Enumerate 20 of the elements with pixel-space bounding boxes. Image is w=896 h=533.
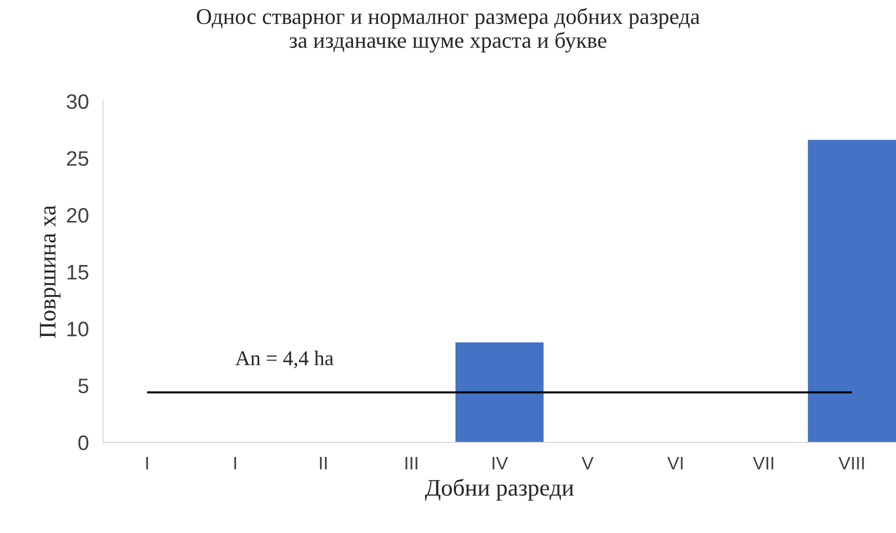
- x-tick-label: I: [234, 456, 236, 470]
- y-tick-label: 5: [78, 378, 88, 394]
- y-axis-title: Површина ха: [40, 205, 60, 338]
- x-tick-label: VII: [752, 456, 774, 470]
- y-tick-label: 10: [68, 322, 88, 336]
- y-tick-label: 0: [78, 435, 88, 450]
- x-tick-label: V: [582, 456, 594, 470]
- y-tick-label: 30: [66, 94, 88, 110]
- ref-line-label: An = 4,4 ha: [235, 350, 334, 368]
- y-tick-label: 20: [67, 208, 88, 223]
- x-tick-label: I: [146, 456, 148, 470]
- x-tick-label: VI: [667, 456, 683, 470]
- x-tick-label: VIII: [838, 456, 864, 470]
- chart-title: Однос стварног и нормалног размера добних разреда за изданачке шуме храста и букве: [196, 8, 700, 53]
- x-axis-title: Добни разреди: [425, 478, 574, 501]
- y-tick-label: 25: [67, 151, 88, 166]
- x-tick-label: IV: [492, 456, 508, 470]
- x-tick-label: III: [406, 456, 418, 470]
- y-tick-label: 15: [68, 265, 88, 280]
- x-tick-label: II: [320, 456, 327, 470]
